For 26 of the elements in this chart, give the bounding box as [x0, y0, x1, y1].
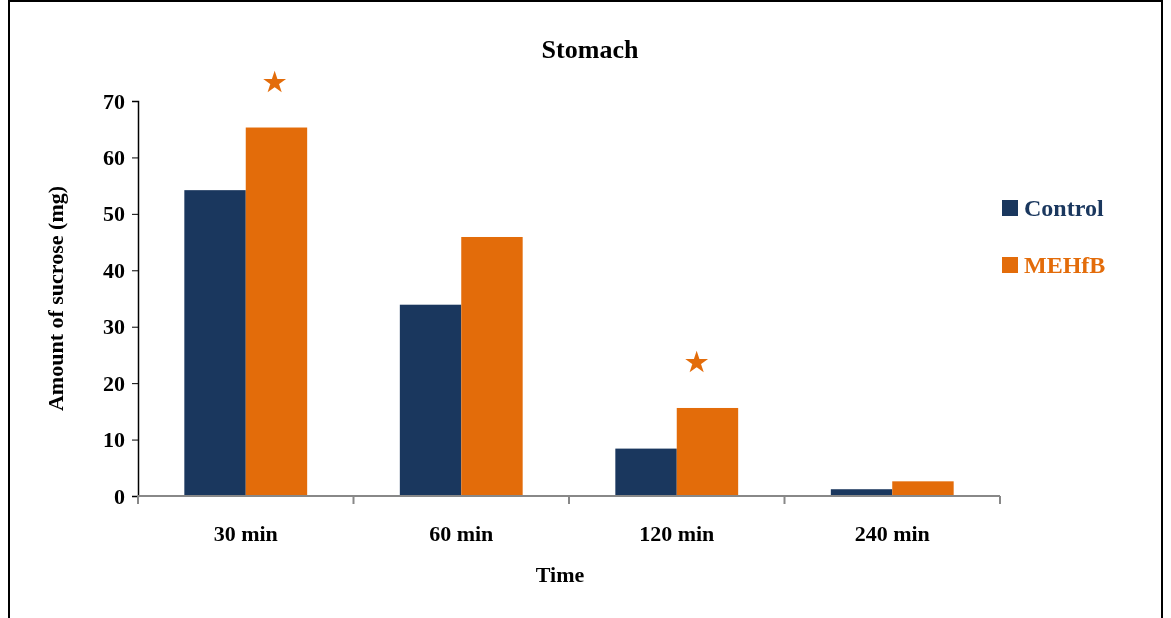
bar: [399, 304, 462, 496]
chart-title: Stomach: [541, 35, 639, 64]
y-tick-label: 30: [103, 314, 125, 340]
y-tick-label: 0: [114, 483, 125, 509]
annotation: ★: [684, 348, 709, 378]
x-tick-label: 120 min: [639, 521, 715, 546]
x-tick-label: 60 min: [429, 521, 494, 546]
y-tick-label: 50: [103, 201, 125, 227]
y-tick-label: 40: [103, 257, 125, 283]
bar: [676, 407, 739, 496]
bar: [184, 190, 246, 496]
bar: [461, 236, 523, 496]
bar: [615, 448, 677, 496]
x-axis-title: Time: [535, 562, 585, 587]
text: ★: [262, 68, 287, 98]
bar: [245, 127, 308, 496]
y-tick-label: 20: [103, 370, 125, 396]
y-tick-label: 10: [103, 427, 125, 453]
legend-label: Control: [1024, 195, 1104, 222]
legend-label: MEHfB: [1024, 252, 1106, 279]
x-tick-label: 240 min: [854, 521, 930, 546]
y-tick-label: 60: [103, 144, 125, 170]
y-tick-label: 70: [103, 88, 125, 114]
bar: [892, 481, 954, 496]
y-axis-title: Amount of sucrose (mg): [43, 185, 68, 412]
x-tick-label: 30 min: [213, 521, 278, 546]
